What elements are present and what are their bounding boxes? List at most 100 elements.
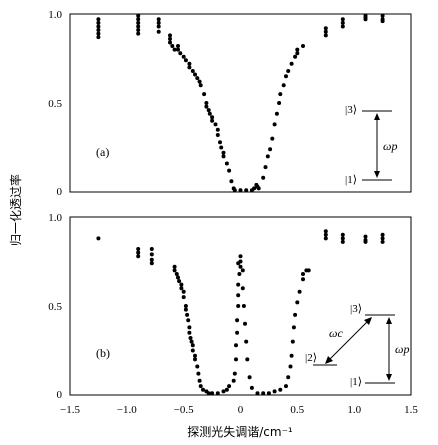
data-point-b-67 [278, 387, 283, 392]
data-point-a-7 [136, 20, 141, 25]
series-b-points [96, 229, 385, 396]
panel-a-frame [69, 13, 412, 193]
data-point-b-74 [293, 312, 298, 317]
data-point-a-59 [261, 175, 266, 180]
data-point-a-1 [96, 24, 101, 29]
data-point-a-74 [295, 47, 300, 52]
data-point-a-49 [229, 179, 234, 184]
data-point-a-75 [301, 44, 305, 48]
data-point-a-20 [172, 47, 177, 52]
data-point-b-3 [136, 254, 141, 259]
data-point-a-8 [136, 24, 141, 29]
data-point-b-72 [290, 339, 295, 344]
data-point-a-46 [221, 154, 226, 159]
data-point-a-78 [323, 33, 328, 38]
data-point-b-22 [187, 330, 192, 335]
data-point-a-17 [168, 36, 172, 41]
data-point-a-80 [340, 24, 345, 29]
data-point-a-63 [270, 136, 275, 141]
data-point-a-10 [136, 31, 141, 36]
data-point-a-55 [252, 186, 257, 191]
data-point-a-16 [168, 33, 172, 38]
data-point-b-14 [179, 286, 184, 291]
data-point-a-60 [263, 165, 268, 170]
data-point-b-69 [286, 375, 291, 380]
data-point-a-0 [96, 20, 101, 25]
data-point-b-17 [183, 304, 188, 308]
data-point-a-67 [278, 92, 283, 97]
data-point-b-89 [363, 239, 368, 244]
data-point-b-0 [96, 236, 101, 241]
data-point-b-62 [249, 385, 254, 390]
data-point-b-87 [363, 234, 368, 239]
data-point-a-25 [183, 58, 188, 63]
data-point-a-42 [215, 133, 220, 137]
data-point-b-20 [186, 318, 191, 323]
ytick-b-1: 1.0 [48, 212, 62, 224]
coupling-arrow-b [326, 318, 371, 363]
data-point-b-57 [241, 304, 246, 308]
pump-label-a: ωp [383, 139, 397, 153]
data-point-a-15 [156, 29, 161, 34]
data-point-a-53 [244, 188, 249, 193]
data-point-b-51 [238, 264, 243, 269]
level-3-label-a: |3⟩ [345, 104, 357, 116]
data-point-b-23 [188, 336, 193, 340]
data-point-b-16 [181, 295, 186, 300]
data-point-a-39 [210, 118, 215, 123]
data-point-a-64 [272, 122, 277, 127]
data-point-a-13 [156, 20, 161, 25]
data-point-b-83 [323, 236, 328, 241]
data-point-a-41 [215, 127, 220, 132]
data-point-b-50 [237, 272, 242, 276]
data-point-a-73 [295, 51, 300, 56]
data-point-a-58 [256, 186, 261, 191]
pump-label-b: ωp [395, 342, 409, 356]
data-point-b-44 [234, 343, 238, 348]
data-point-b-13 [179, 282, 184, 287]
data-point-a-37 [207, 111, 212, 116]
data-point-b-31 [197, 378, 202, 383]
data-point-b-53 [238, 254, 243, 259]
data-point-a-29 [193, 72, 197, 77]
x-axis-label: 探测光失调谐/cm⁻¹ [187, 424, 293, 439]
ytick-a-1: 1.0 [48, 9, 62, 21]
data-point-a-31 [197, 79, 202, 84]
data-point-a-12 [156, 17, 161, 22]
data-point-b-84 [340, 232, 345, 237]
data-point-b-27 [193, 353, 197, 358]
data-point-a-70 [286, 69, 291, 73]
data-point-b-78 [301, 272, 305, 276]
x-tick-label-6: 1.5 [404, 404, 418, 416]
data-point-b-24 [189, 339, 194, 344]
data-point-b-38 [221, 389, 226, 394]
data-point-b-35 [206, 391, 211, 396]
data-point-a-68 [281, 83, 286, 88]
data-point-b-26 [190, 348, 195, 353]
data-point-a-65 [274, 111, 279, 116]
data-point-a-43 [218, 140, 222, 145]
data-point-a-51 [232, 188, 237, 193]
data-point-b-56 [240, 286, 245, 291]
data-point-b-75 [295, 300, 300, 305]
data-point-b-65 [266, 391, 271, 396]
data-point-a-71 [289, 61, 294, 66]
data-point-b-8 [172, 264, 177, 269]
data-point-a-24 [181, 54, 186, 59]
data-point-b-71 [289, 353, 294, 358]
data-point-b-81 [323, 229, 328, 234]
data-point-a-2 [96, 28, 101, 32]
data-point-b-85 [340, 236, 345, 241]
data-point-a-38 [210, 115, 215, 120]
data-point-b-10 [174, 272, 179, 276]
pump-arrowhead-bottom-a [374, 171, 380, 178]
data-point-b-66 [272, 389, 277, 394]
series-a-points [96, 13, 385, 193]
data-point-b-41 [231, 378, 236, 383]
data-point-b-28 [193, 357, 197, 362]
data-point-a-66 [277, 101, 282, 105]
coupling-label-b: ωc [329, 326, 343, 340]
data-point-a-87 [380, 13, 385, 18]
data-point-b-47 [236, 304, 241, 308]
